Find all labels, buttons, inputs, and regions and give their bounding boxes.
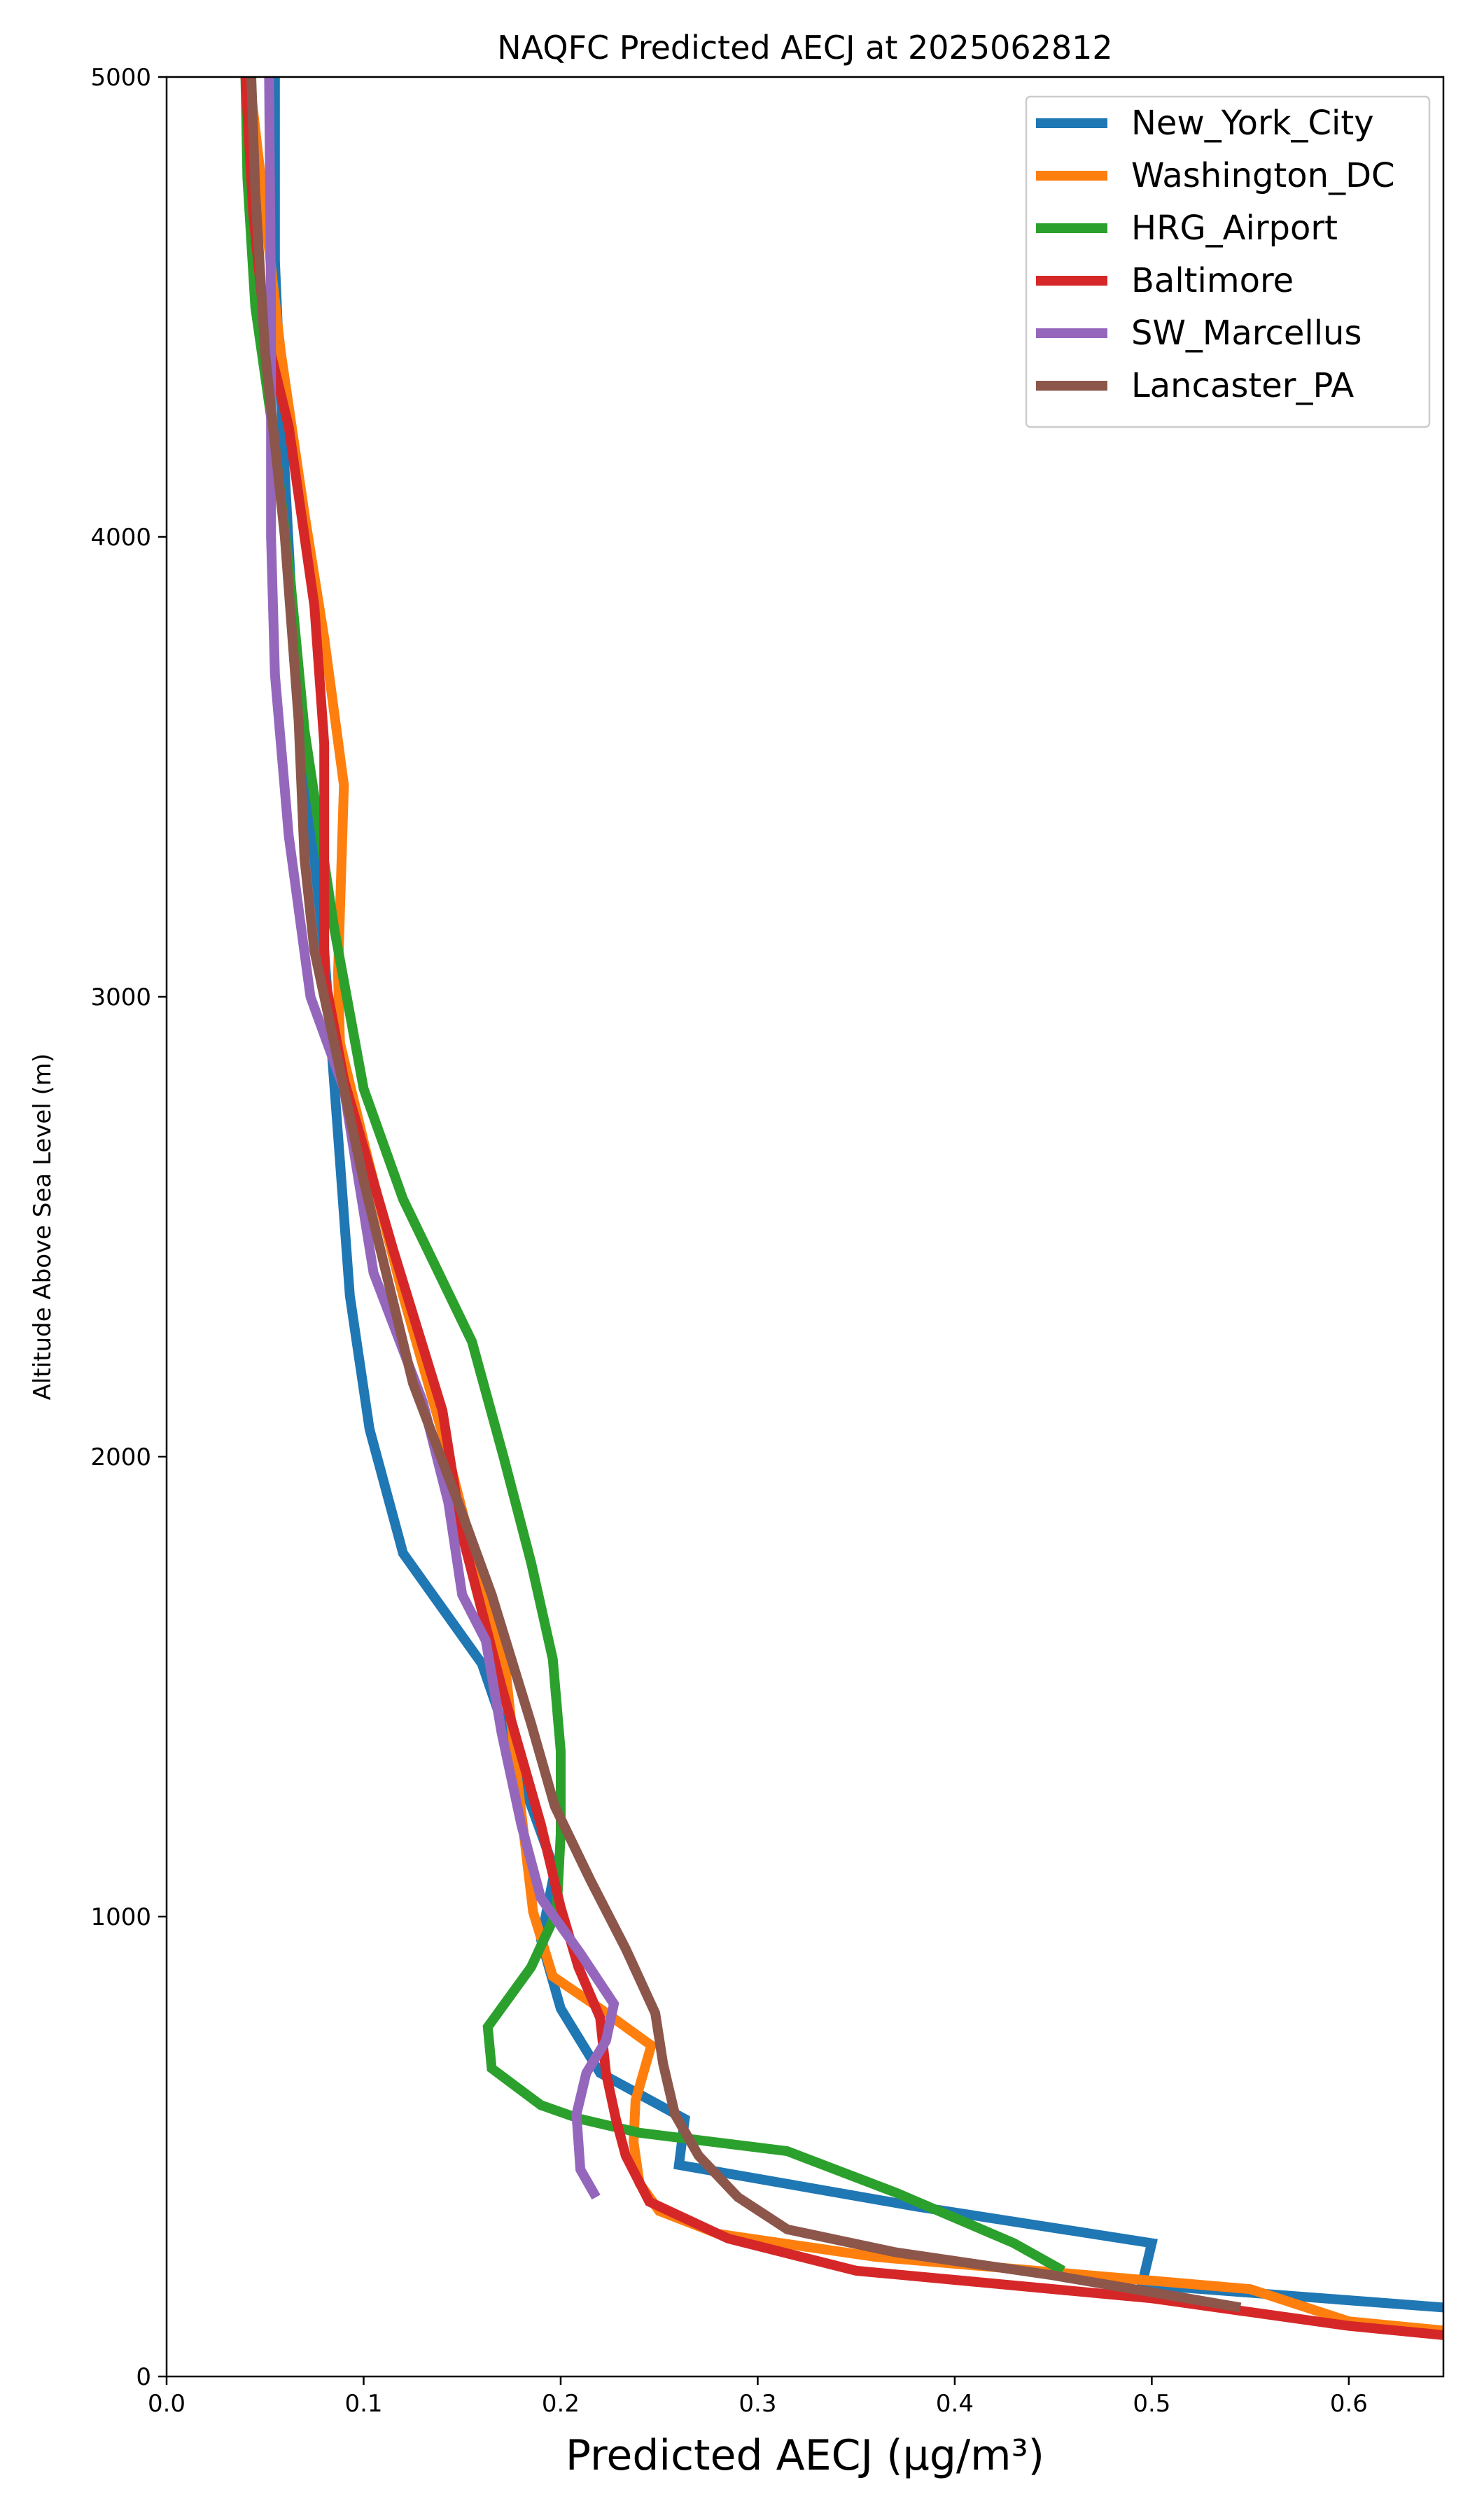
legend-label: Baltimore	[1131, 261, 1294, 300]
series-line-sw-marcellus	[264, 77, 620, 2200]
y-tick-label: 5000	[90, 64, 151, 92]
x-axis-label-text: Predicted AECJ (μg/m³)	[566, 2431, 1044, 2480]
plot-frame	[165, 76, 1445, 2378]
x-tick-label: 0.6	[1330, 2390, 1368, 2418]
x-axis: 0.0 0.1 0.2 0.3 0.4 0.5 0.6	[148, 2376, 1368, 2418]
y-tick-label: 4000	[90, 524, 151, 552]
y-tick-label: 2000	[90, 1443, 151, 1471]
x-tick-label: 0.2	[542, 2390, 580, 2418]
legend: New_York_City Washington_DC HRG_Airport Bal…	[1025, 95, 1431, 428]
chart-title: NAQFC Predicted AECJ at 2025062812	[497, 29, 1112, 66]
x-tick-label: 0.3	[738, 2390, 776, 2418]
x-tick-label: 0.1	[344, 2390, 382, 2418]
legend-label: HRG_Airport	[1131, 209, 1338, 248]
legend-label: Washington_DC	[1131, 156, 1395, 195]
y-tick-label: 1000	[90, 1903, 151, 1931]
legend-label: Lancaster_PA	[1131, 366, 1354, 405]
y-tick-label: 3000	[90, 983, 151, 1011]
legend-box	[1025, 95, 1431, 428]
x-tick-label: 0.5	[1133, 2390, 1170, 2418]
x-tick-label: 0.4	[936, 2390, 974, 2418]
y-axis-label: Altitude Above Sea Level (m)	[29, 1054, 57, 1401]
legend-label: SW_Marcellus	[1131, 314, 1362, 353]
legend-label: New_York_City	[1131, 104, 1374, 143]
series-layer	[240, 77, 1443, 2340]
y-axis: 0 1000 2000 3000 4000 5000	[90, 64, 167, 2391]
x-tick-label: 0.0	[148, 2390, 186, 2418]
x-axis-label: Predicted AECJ (μg/m³)	[566, 2431, 1044, 2480]
series-line-lancaster-pa	[246, 77, 1242, 2313]
series-line-baltimore	[240, 77, 1443, 2340]
y-tick-label: 0	[136, 2363, 151, 2391]
